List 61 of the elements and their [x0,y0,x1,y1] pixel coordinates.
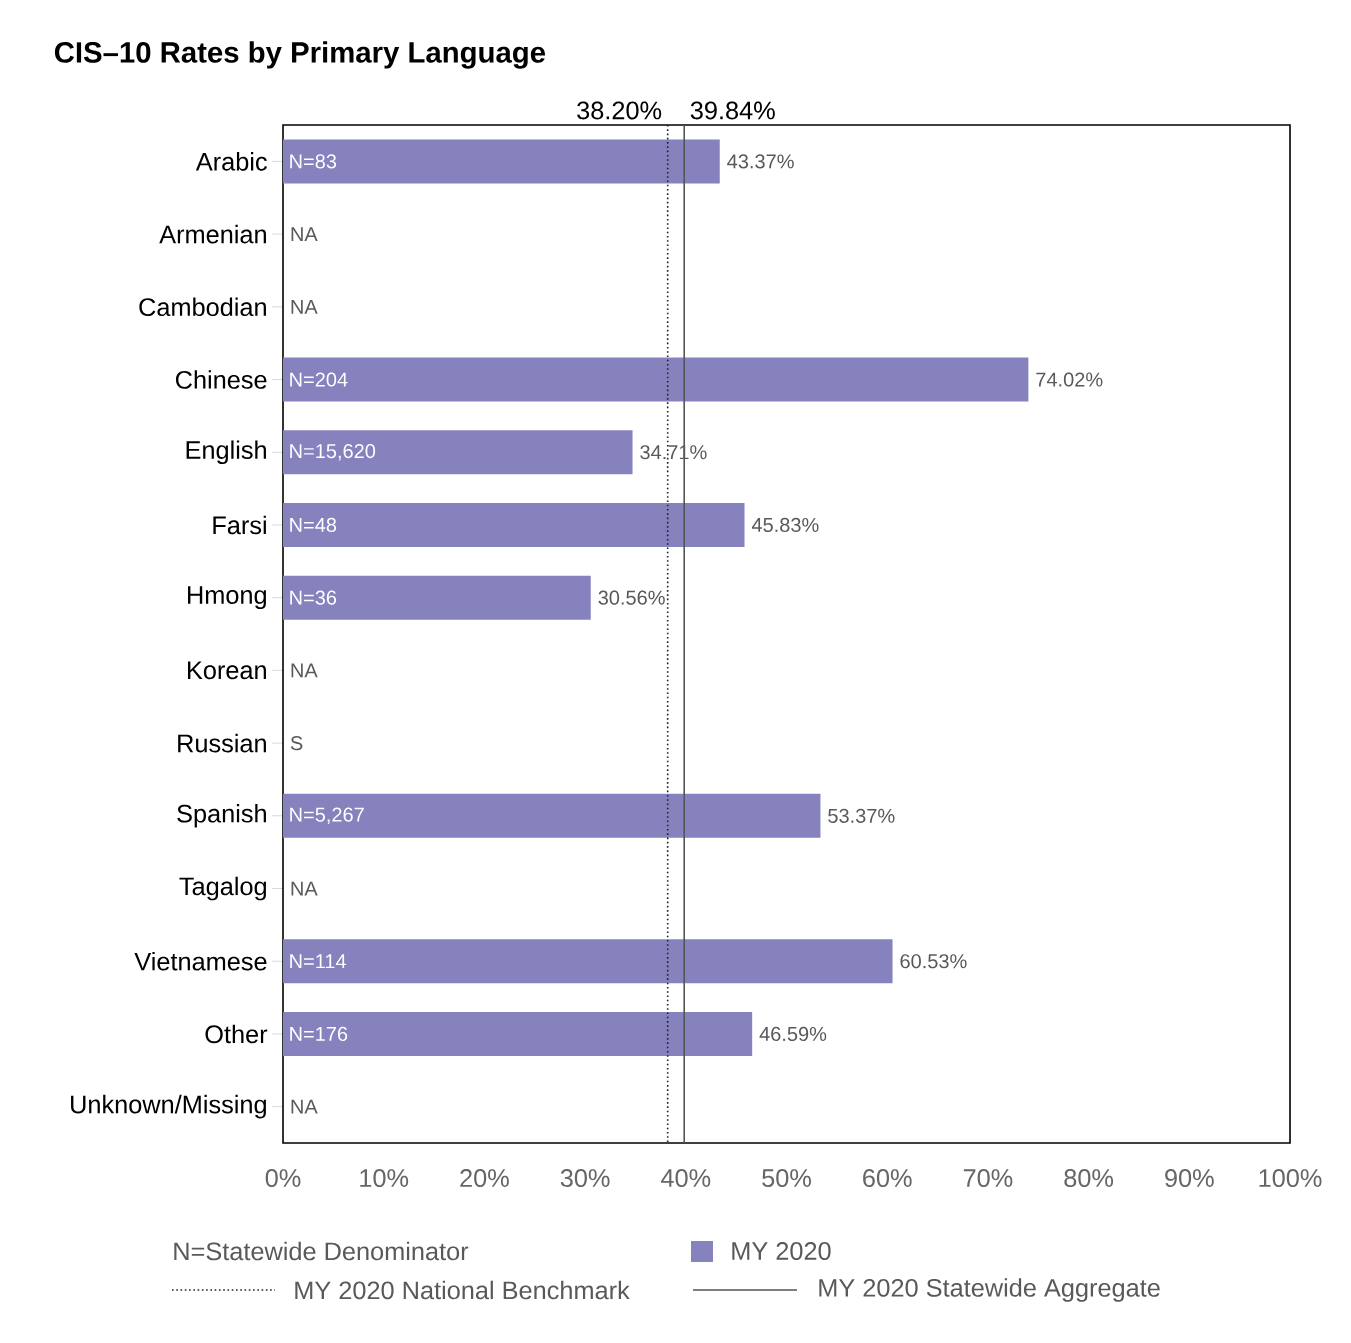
data-label: 45.83% [751,517,819,533]
bar [283,139,720,184]
x-tick-label: 90% [1165,1169,1214,1188]
data-label: 60.53% [900,954,967,969]
annotation: N=15,620 [290,443,376,461]
x-tick-label: 10% [360,1169,409,1188]
x-tick-label: 50% [762,1169,811,1188]
x-tick-label: 70% [963,1169,1013,1188]
annotation: N=83 [290,154,337,169]
bar [283,430,633,475]
bar [283,939,893,984]
y-tick-label: Russian [178,733,266,753]
annotation: N=204 [290,372,348,387]
data-label: 46.59% [759,1026,827,1042]
annotation: N=48 [290,517,337,533]
x-tick-label: 100% [1259,1169,1322,1188]
bar [283,1011,753,1056]
legend-label: MY 2020 Statewide Aggregate [819,1278,1160,1302]
x-tick-label: 0% [265,1169,301,1188]
text: NA [291,227,318,241]
legend-label: MY 2020 [732,1242,831,1260]
y-tick-label: Vietnamese [134,951,267,971]
y-tick-label: Farsi [213,515,266,535]
y-tick-label: Unknown/Missing [71,1094,266,1119]
x-tick-label: 40% [661,1169,711,1188]
text: NA [291,299,318,314]
x-tick-label: 30% [560,1169,610,1188]
x-tick-label: 80% [1064,1169,1114,1188]
y-tick-label: Arabic [195,152,267,171]
data-label: 53.37% [828,808,895,823]
annotation: N=5,267 [290,807,364,825]
y-tick-label: Cambodian [139,297,266,317]
bar [283,793,821,838]
text: 39.84% [690,101,775,120]
bar [283,357,1029,402]
y-tick-label: Chinese [175,370,267,389]
data-label: 30.56% [598,590,665,605]
data-label: 74.02% [1036,372,1103,387]
text: NA [291,1099,318,1114]
x-tick-label: 20% [460,1169,509,1188]
text: NA [291,881,318,896]
text: NA [291,663,318,678]
y-tick-label: English [186,440,266,465]
chart-title: CIS–10 Rates by Primary Language [54,41,546,69]
y-tick-label: Other [205,1024,268,1044]
bar [283,502,745,547]
annotation: N=114 [290,954,347,969]
x-tick-label: 60% [863,1169,912,1188]
y-tick-label: Tagalog [179,876,266,901]
annotation: N=176 [290,1026,348,1042]
text: 38.20% [577,101,662,120]
y-tick-label: Spanish [177,804,266,828]
annotation: N=36 [290,590,337,605]
bar [283,575,591,620]
y-tick-label: Armenian [159,224,266,244]
data-label: 43.37% [727,154,794,169]
y-tick-label: Hmong [188,586,266,609]
text: N=Statewide Denominator [174,1241,469,1261]
legend-label: MY 2020 National Benchmark [295,1280,630,1300]
y-tick-label: Korean [188,661,266,680]
text: S [290,736,303,751]
